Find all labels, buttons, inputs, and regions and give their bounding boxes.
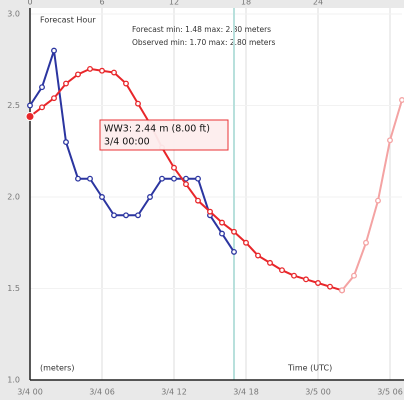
- x-tick-label: 3/5 06: [377, 388, 403, 397]
- point: [123, 80, 129, 87]
- point: [63, 139, 69, 146]
- point: [171, 164, 177, 171]
- series-line: [29, 50, 235, 253]
- point: [327, 283, 333, 290]
- top-tick-label: 0: [27, 0, 32, 7]
- point: [99, 67, 105, 74]
- point: [219, 219, 225, 226]
- y-axis-label: (meters): [40, 364, 74, 373]
- point: [375, 197, 381, 204]
- x-tick-label: 3/4 12: [161, 388, 187, 397]
- top-tick-label: 12: [169, 0, 179, 7]
- point: [339, 287, 345, 294]
- point: [39, 104, 45, 111]
- point: [135, 100, 141, 107]
- point: [159, 175, 165, 182]
- top-tick-label: 6: [99, 0, 104, 7]
- y-tick-label: 3.0: [7, 10, 20, 19]
- plot-area: [30, 8, 404, 380]
- point: [195, 175, 201, 182]
- tooltip-text: WW3: 2.44 m (8.00 ft): [104, 124, 210, 135]
- hover-point: [25, 111, 35, 121]
- point: [111, 69, 117, 76]
- y-tick-label: 2.5: [7, 101, 20, 110]
- observed-stats: Observed min: 1.70 max: 2.80 meters: [132, 38, 275, 47]
- point: [123, 212, 129, 219]
- point: [75, 175, 81, 182]
- point: [291, 272, 297, 279]
- point: [147, 194, 153, 200]
- point: [87, 175, 93, 182]
- point: [207, 208, 213, 215]
- point: [27, 102, 33, 109]
- x-tick-label: 3/5 00: [305, 388, 331, 397]
- point: [183, 181, 189, 188]
- x-tick-label: 3/4 00: [17, 388, 43, 397]
- y-tick-label: 1.5: [7, 284, 20, 293]
- top-tick-label: 18: [241, 0, 251, 7]
- tooltip-box: [99, 119, 229, 151]
- point: [231, 228, 237, 235]
- point: [387, 137, 393, 144]
- point: [183, 175, 189, 182]
- point: [267, 259, 273, 266]
- point: [219, 230, 225, 237]
- x-axis-label: Time (UTC): [287, 364, 332, 373]
- point: [51, 47, 57, 54]
- point: [195, 197, 201, 204]
- point: [303, 276, 309, 283]
- tooltip-text: 3/4 00:00: [104, 137, 150, 148]
- point: [135, 212, 141, 219]
- point: [99, 194, 105, 200]
- point: [363, 239, 369, 246]
- point: [279, 267, 285, 274]
- point: [51, 95, 57, 102]
- point: [39, 84, 45, 91]
- point: [231, 248, 237, 255]
- top-axis-title: Forecast Hour: [40, 16, 96, 25]
- point: [171, 175, 177, 182]
- point: [87, 65, 93, 72]
- forecast-stats: Forecast min: 1.48 max: 2.80 meters: [132, 25, 271, 34]
- point: [351, 272, 357, 279]
- x-tick-label: 3/4 18: [233, 388, 259, 397]
- y-tick-label: 2.0: [7, 193, 20, 202]
- point: [75, 71, 81, 78]
- point: [111, 212, 117, 219]
- point: [315, 280, 321, 286]
- series-line: [341, 99, 403, 291]
- point: [255, 252, 261, 259]
- point: [243, 239, 249, 246]
- point: [399, 97, 404, 103]
- y-tick-label: 1.0: [7, 376, 20, 385]
- top-tick-label: 24: [313, 0, 323, 7]
- point: [63, 80, 69, 87]
- x-tick-label: 3/4 06: [89, 388, 115, 397]
